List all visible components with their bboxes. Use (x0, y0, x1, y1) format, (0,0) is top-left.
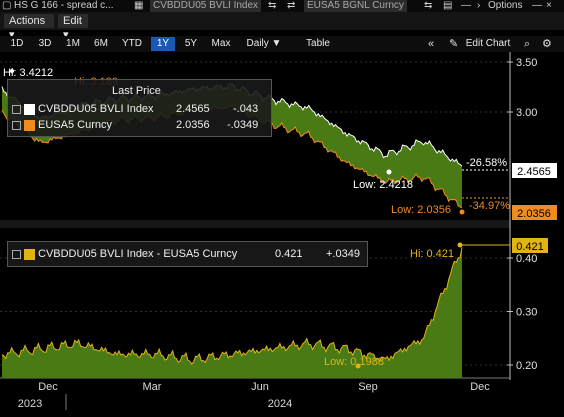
x-label-sep: Sep (358, 381, 378, 393)
hi-spread-marker (457, 242, 463, 248)
legend-series2-change: -.0349 (227, 119, 259, 131)
range-1m[interactable]: 1M (66, 38, 80, 49)
series1-last-tag: 2.4565 (517, 166, 551, 178)
options-button[interactable]: Options (488, 0, 523, 11)
spread-last-tag-bg (512, 238, 548, 253)
low-white-marker (386, 169, 392, 175)
low-orange-marker (459, 209, 465, 215)
legend-row-series1[interactable]: CVBDDU05 BVLI Index 2.4565 -.043 (12, 102, 258, 116)
x-label-year-2023: 2023 (18, 398, 42, 410)
zoom-icon[interactable]: ⌕ (524, 38, 531, 50)
legend-spread-change: +.0349 (326, 248, 360, 260)
pct-orange-label: -34.97% (469, 200, 510, 212)
range-1y[interactable]: 1Y (151, 37, 175, 51)
legend-row-series2[interactable]: EUSA5 Curncy 2.0356 -.0349 (12, 118, 258, 132)
y-tick-lower-0.2: 0.20 (516, 360, 537, 372)
copy-icon[interactable]: ▤ (443, 0, 453, 11)
range-5y[interactable]: 5Y (184, 38, 198, 49)
legend-swatch-white (24, 103, 35, 115)
lower-legend[interactable]: CVBDDU05 BVLI Index - EUSA5 Curncy 0.421… (7, 241, 368, 267)
range-1d[interactable]: 1D (10, 38, 24, 49)
ticker1-input[interactable]: CVBDDU05 BVLI Index (150, 0, 262, 12)
legend-spread-name: CVBDDU05 BVLI Index - EUSA5 Curncy (38, 248, 238, 260)
edit-chart-button[interactable]: Edit Chart (465, 38, 511, 49)
spread-line (1, 247, 463, 365)
window-title: HS G 166 - spread c... (14, 0, 114, 11)
upper-y-ticks: 3.00 3.50 (507, 57, 537, 119)
legend-series1-change: -.043 (233, 103, 259, 115)
edit-menu[interactable]: Edit ▾ (58, 14, 88, 41)
low-white-label: Low: 2.4218 (353, 179, 413, 191)
range-max[interactable]: Max (211, 38, 231, 49)
low-spread-marker (355, 363, 361, 369)
window-tab-icon[interactable]: ▦ (134, 0, 144, 11)
legend-swatch-yellow (24, 248, 35, 260)
series2-last-tag-bg (512, 205, 557, 220)
series2-last-tag: 2.0356 (517, 208, 551, 220)
pct-white-label: -26.58% (466, 157, 507, 169)
link2-icon[interactable]: ⇆ (424, 0, 433, 11)
minimize-icon[interactable]: — (461, 0, 471, 11)
doc-icon: ▢ (2, 0, 12, 11)
window-close-icon[interactable]: × (546, 0, 552, 11)
period-dropdown[interactable]: Daily ▼ (246, 38, 282, 49)
title-bar: ▢ HS G 166 - spread c... ▦ CVBDDU05 BVLI… (0, 0, 564, 12)
y-tick-upper-3: 3.00 (516, 107, 537, 119)
legend-series1-name: CVBDDU05 BVLI Index (38, 103, 154, 115)
range-ytd[interactable]: YTD (122, 38, 142, 49)
collapse-left-icon[interactable]: « (428, 38, 435, 50)
swap-icon[interactable]: ⇄ (287, 0, 296, 11)
pencil-icon[interactable]: ✎ (449, 38, 459, 50)
y-tick-lower-0.3: 0.30 (516, 307, 537, 319)
table-button[interactable]: Table (306, 38, 330, 49)
legend-row-spread[interactable]: CVBDDU05 BVLI Index - EUSA5 Curncy 0.421… (12, 247, 360, 261)
window-minimize-icon[interactable]: — (532, 0, 542, 11)
options-chevron-icon: › (477, 0, 481, 11)
panel-separator (0, 220, 510, 228)
y-tick-upper-3.5: 3.50 (516, 57, 537, 69)
range-3d[interactable]: 3D (38, 38, 52, 49)
chart-toolbar: 1D 3D 1M 6M YTD 1Y 5Y Max Daily ▼ Table … (0, 36, 564, 52)
legend-series1-value: 2.4565 (176, 103, 210, 115)
x-label-dec-2023: Dec (38, 381, 58, 393)
low-orange-label: Low: 2.0356 (391, 204, 451, 216)
hi-white-label: Hi: 3.4212 (3, 67, 53, 79)
x-label-year-2024: 2024 (268, 398, 292, 410)
hi-spread-label: Hi: 0.421 (410, 248, 454, 260)
legend-spread-value: 0.421 (275, 248, 303, 260)
x-label-jun: Jun (251, 381, 269, 393)
legend-swatch-orange (24, 119, 35, 131)
legend-header: Last Price (112, 85, 161, 97)
legend-series2-name: EUSA5 Curncy (38, 119, 112, 131)
legend-checkbox-icon[interactable] (12, 120, 21, 130)
upper-legend[interactable]: Last Price CVBDDU05 BVLI Index 2.4565 -.… (7, 79, 272, 137)
lower-y-ticks: 0.20 0.30 0.40 (507, 253, 537, 372)
low-spread-label: Low: 0.1988 (324, 356, 384, 368)
spread-last-tag: 0.421 (516, 241, 544, 253)
series1-last-tag-bg (512, 163, 557, 178)
legend-checkbox-icon[interactable] (12, 249, 21, 259)
link-icon[interactable]: ⇆ (268, 0, 277, 11)
x-label-dec-2024: Dec (470, 381, 490, 393)
ticker2-input[interactable]: EUSA5 BGNL Curncy (304, 0, 407, 12)
legend-checkbox-icon[interactable] (12, 104, 21, 114)
range-6m[interactable]: 6M (94, 38, 108, 49)
hi-white-marker (10, 69, 14, 73)
menu-bar: Actions ▾ Edit ▾ (0, 12, 564, 41)
y-tick-lower-0.4: 0.40 (516, 253, 537, 265)
actions-menu[interactable]: Actions ▾ (4, 14, 54, 41)
gear-icon[interactable]: ⚙ (542, 38, 552, 50)
x-label-mar: Mar (143, 381, 162, 393)
legend-series2-value: 2.0356 (176, 119, 210, 131)
